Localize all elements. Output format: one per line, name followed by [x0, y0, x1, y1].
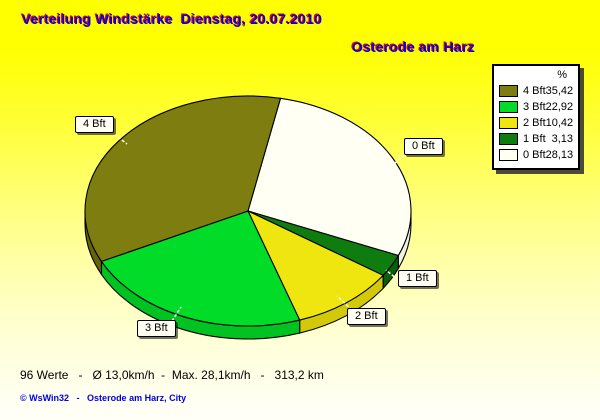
legend-swatch-icon	[499, 101, 518, 113]
slice-callout-1bft: 1 Bft	[398, 270, 437, 287]
legend-swatch-icon	[499, 85, 518, 97]
legend-label: 0 Bft	[523, 149, 546, 161]
leader-2bft	[336, 295, 353, 311]
legend-item-4bft: 4 Bft 35,42	[499, 83, 573, 99]
legend-label: 3 Bft	[523, 101, 546, 113]
legend-unit-header: %	[557, 69, 567, 81]
stats-line: 96 Werte - Ø 13,0km/h - Max. 28,1km/h - …	[20, 368, 324, 382]
leader-0bft	[392, 154, 405, 166]
legend-label: 4 Bft	[523, 85, 546, 97]
legend-item-3bft: 3 Bft 22,92	[499, 99, 573, 115]
legend-box: % 4 Bft 35,42 3 Bft 22,92 2 Bft 10,42 1 Bft 3,1…	[492, 64, 580, 170]
slice-callout-4bft: 4 Bft	[75, 116, 114, 133]
leader-3bft	[171, 306, 182, 322]
legend-value: 28,13	[545, 149, 574, 161]
pie-slice-3bft	[100, 210, 301, 327]
slice-callout-2bft: 2 Bft	[347, 308, 386, 325]
slice-callout-3bft: 3 Bft	[137, 320, 176, 337]
chart-title: Verteilung Windstärke Dienstag, 20.07.20…	[22, 11, 323, 27]
pie-slice-2bft	[247, 210, 384, 321]
legend-swatch-icon	[499, 133, 518, 145]
legend-value: 3,13	[551, 133, 573, 145]
leader-4bft	[113, 133, 128, 145]
station-name: Osterode am Harz	[352, 39, 476, 55]
legend-value: 22,92	[545, 101, 574, 113]
legend-item-1bft: 1 Bft 3,13	[499, 131, 573, 147]
pie-slice-0bft	[247, 97, 412, 257]
legend-item-0bft: 0 Bft 28,13	[499, 147, 573, 163]
legend-label: 2 Bft	[523, 117, 546, 129]
legend-rows: 4 Bft 35,42 3 Bft 22,92 2 Bft 10,42 1 Bft 3,13 0…	[499, 83, 573, 163]
legend-swatch-icon	[499, 117, 518, 129]
copyright-line: © WsWin32 - Osterode am Harz, City	[20, 393, 187, 403]
legend-value: 35,42	[545, 85, 574, 97]
legend-swatch-icon	[499, 149, 518, 161]
legend-item-2bft: 2 Bft 10,42	[499, 115, 573, 131]
pie-slice-4bft	[84, 95, 282, 262]
slice-callout-0bft: 0 Bft	[404, 138, 443, 155]
legend-label: 1 Bft	[523, 133, 546, 145]
legend-value: 10,42	[545, 117, 574, 129]
leader-1bft	[385, 269, 399, 281]
